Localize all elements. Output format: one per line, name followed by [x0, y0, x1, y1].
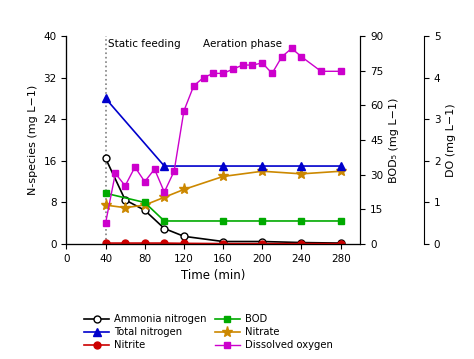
- Y-axis label: DO (mg L−1): DO (mg L−1): [446, 103, 456, 177]
- Text: Static feeding: Static feeding: [108, 38, 180, 48]
- X-axis label: Time (min): Time (min): [181, 269, 246, 283]
- Text: Aeration phase: Aeration phase: [203, 38, 282, 48]
- Legend: Ammonia nitrogen, Total nitrogen, Nitrite, BOD, Nitrate, Dissolved oxygen: Ammonia nitrogen, Total nitrogen, Nitrit…: [81, 310, 337, 354]
- Y-axis label: BOD₅ (mg L−1): BOD₅ (mg L−1): [389, 97, 399, 183]
- Y-axis label: N-species (mg L−1): N-species (mg L−1): [28, 85, 38, 195]
